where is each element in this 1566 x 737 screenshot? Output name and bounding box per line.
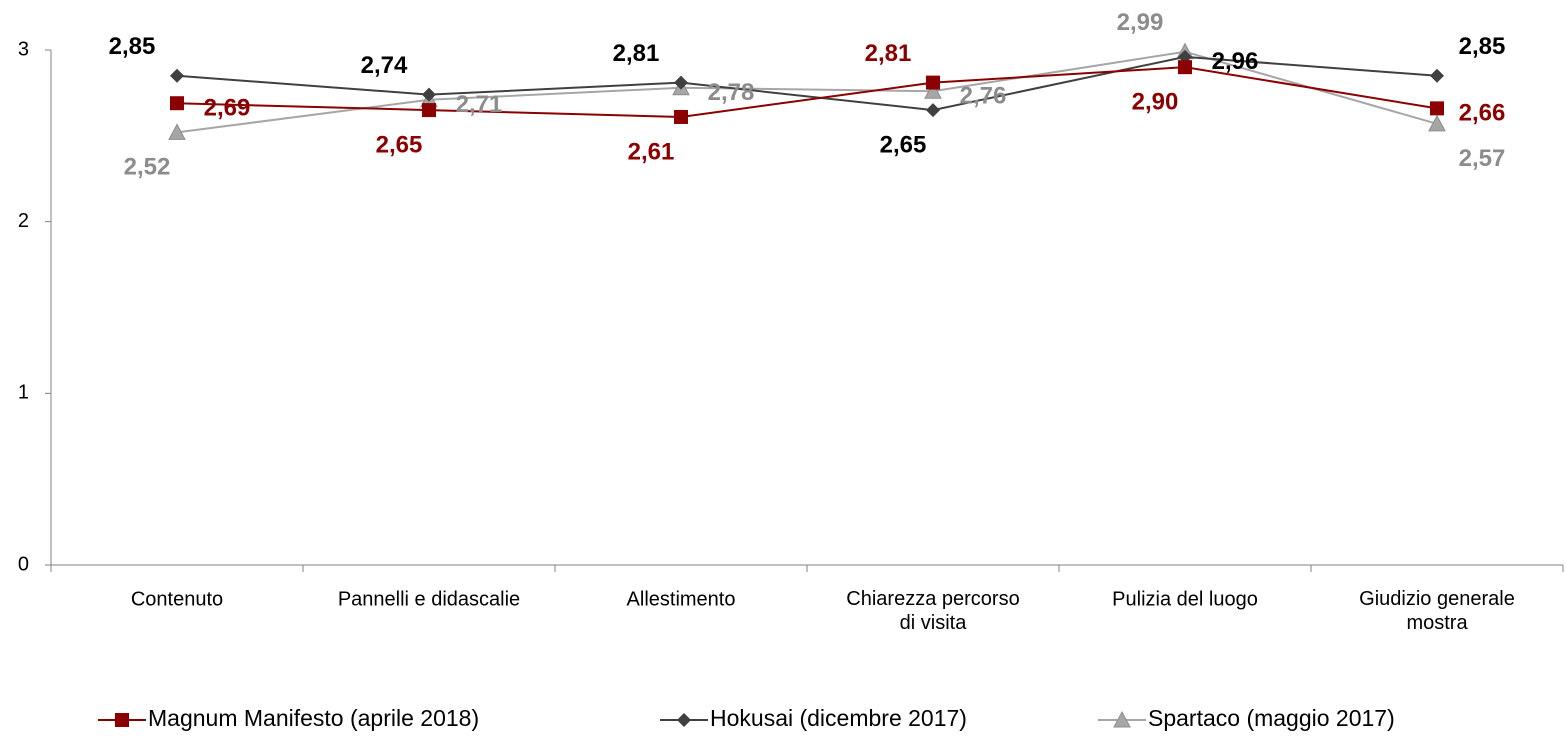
value-label: 2,76 <box>960 83 1007 110</box>
value-label: 2,81 <box>613 40 660 67</box>
marker <box>926 75 940 90</box>
value-label: 2,96 <box>1212 48 1259 75</box>
value-label: 2,78 <box>708 79 755 106</box>
marker <box>170 96 184 111</box>
value-label: 2,85 <box>1459 33 1506 60</box>
x-tick-label: Pannelli e didascalie <box>338 588 520 610</box>
marker <box>422 87 436 102</box>
value-label: 2,66 <box>1459 100 1506 127</box>
legend-item: Spartaco (maggio 2017) <box>1098 705 1395 731</box>
x-tick-label: Contenuto <box>131 588 223 610</box>
series-line <box>176 50 1438 134</box>
legend-label: Hokusai (dicembre 2017) <box>710 705 967 731</box>
marker <box>1428 114 1446 132</box>
marker <box>674 75 688 90</box>
marker <box>924 82 942 99</box>
marker <box>1113 710 1131 728</box>
value-label: 2,90 <box>1132 89 1179 116</box>
x-tick-label: Giudizio generale mostra <box>1359 588 1515 634</box>
marker <box>422 103 436 118</box>
x-tick-label: Pulizia del luogo <box>1112 588 1258 610</box>
marker <box>677 713 691 727</box>
legend-item: Hokusai (dicembre 2017) <box>660 705 967 731</box>
value-label: 2,57 <box>1459 145 1506 172</box>
value-label: 2,65 <box>376 131 423 158</box>
value-label: 2,99 <box>1117 9 1164 36</box>
marker <box>1430 101 1444 116</box>
x-tick-label: Allestimento <box>627 588 736 610</box>
value-label: 2,69 <box>204 95 251 122</box>
marker <box>1430 68 1444 83</box>
x-tick-label: Chiarezza percorso di visita <box>846 588 1019 634</box>
legend-item: Magnum Manifesto (aprile 2018) <box>98 705 479 731</box>
value-label: 2,85 <box>109 33 156 60</box>
value-label: 2,52 <box>124 154 171 181</box>
marker <box>170 68 184 83</box>
marker <box>1178 60 1192 75</box>
value-label: 2,74 <box>361 52 408 79</box>
y-tick-label: 3 <box>18 38 29 60</box>
legend-label: Magnum Manifesto (aprile 2018) <box>148 705 479 731</box>
y-tick-label: 0 <box>18 553 29 575</box>
marker <box>674 109 688 124</box>
legend-label: Spartaco (maggio 2017) <box>1148 705 1395 731</box>
value-label: 2,61 <box>628 138 675 165</box>
marker <box>168 123 186 140</box>
value-label: 2,65 <box>880 131 927 158</box>
y-tick-label: 1 <box>18 382 29 404</box>
marker <box>926 103 940 118</box>
marker <box>115 713 129 727</box>
series-line <box>176 55 1438 112</box>
y-tick-label: 2 <box>18 210 29 232</box>
series-line <box>176 66 1438 118</box>
value-label: 2,81 <box>865 40 912 67</box>
value-label: 2,71 <box>456 91 503 118</box>
